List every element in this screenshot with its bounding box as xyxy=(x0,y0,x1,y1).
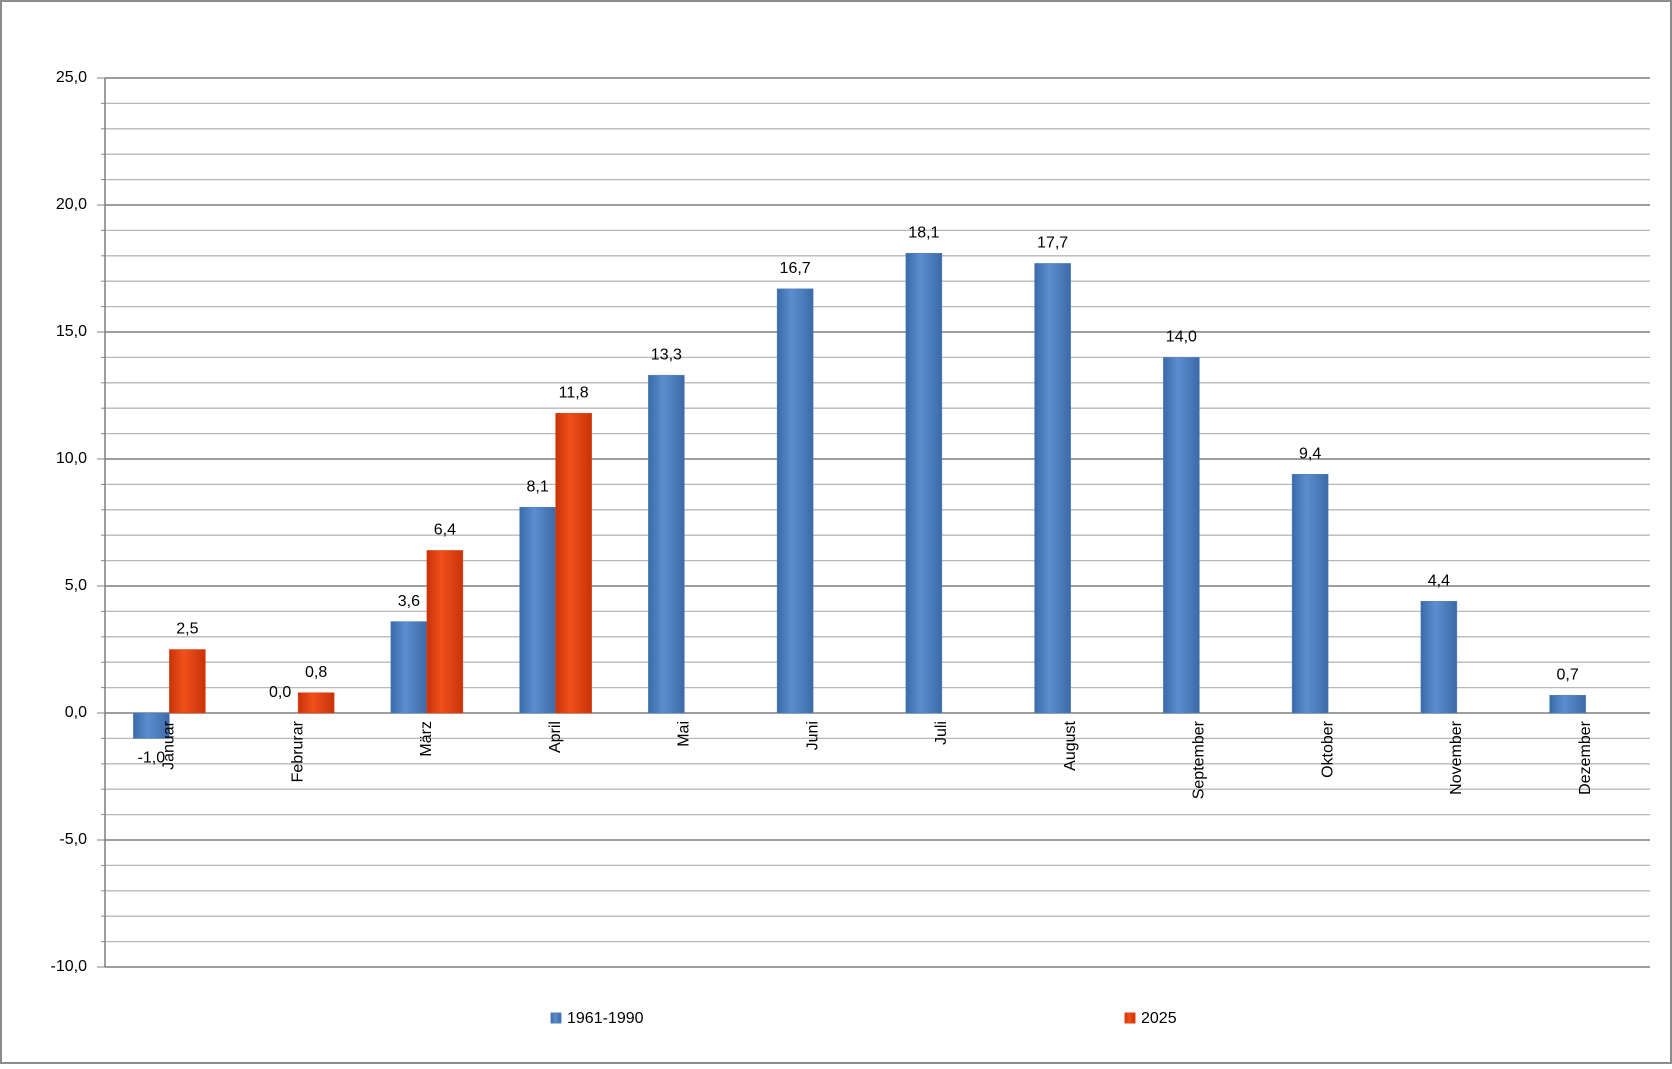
bar xyxy=(519,507,556,714)
value-label: 9,4 xyxy=(1299,445,1321,462)
value-label: 0,0 xyxy=(269,684,291,701)
y-tick-label: 0,0 xyxy=(65,704,87,721)
legend-label: 2025 xyxy=(1141,1010,1177,1027)
bar xyxy=(426,550,464,714)
y-tick-label: 10,0 xyxy=(56,450,87,467)
value-label: 2,5 xyxy=(176,621,198,638)
value-label: 16,7 xyxy=(780,260,811,277)
bar xyxy=(390,621,428,714)
bar xyxy=(169,649,206,714)
x-tick-label: November xyxy=(1448,720,1465,794)
bar xyxy=(1420,600,1458,714)
y-tick-label: 15,0 xyxy=(56,323,87,340)
value-label: 3,6 xyxy=(398,593,420,610)
bar xyxy=(297,692,335,714)
x-tick-label: Juni xyxy=(804,721,821,750)
value-label: 14,0 xyxy=(1166,329,1197,346)
legend-swatch xyxy=(550,1012,562,1024)
value-label: 0,7 xyxy=(1557,666,1579,683)
bar xyxy=(776,288,814,714)
bar xyxy=(905,253,943,714)
y-tick-label: 25,0 xyxy=(56,69,87,86)
x-tick-label: April xyxy=(547,721,564,753)
y-tick-label: -5,0 xyxy=(59,831,87,848)
x-tick-label: Januar xyxy=(161,720,178,770)
bar xyxy=(133,712,170,739)
y-tick-label: -10,0 xyxy=(51,958,88,975)
x-tick-label: Juli xyxy=(933,721,950,745)
y-tick-label: 5,0 xyxy=(65,577,87,594)
value-label: 6,4 xyxy=(434,522,456,539)
x-tick-label: Oktober xyxy=(1319,720,1336,778)
value-label: 0,8 xyxy=(305,664,327,681)
value-label: 13,3 xyxy=(651,346,682,363)
bar xyxy=(648,374,685,714)
value-label: 4,4 xyxy=(1428,572,1450,589)
x-tick-label: Dezember xyxy=(1577,720,1594,794)
bar xyxy=(555,413,592,714)
x-tick-label: Mai xyxy=(676,721,693,747)
x-tick-label: Februrar xyxy=(289,720,306,782)
x-tick-label: August xyxy=(1062,720,1079,770)
bar xyxy=(1163,357,1200,714)
value-label: 11,8 xyxy=(559,384,589,401)
value-label: 8,1 xyxy=(527,478,549,495)
value-label: 17,7 xyxy=(1037,235,1068,252)
bar xyxy=(1034,263,1071,714)
y-tick-label: 20,0 xyxy=(56,196,87,213)
value-label: -1,0 xyxy=(138,750,166,767)
bar xyxy=(1549,694,1586,714)
legend-label: 1961-1990 xyxy=(567,1010,644,1027)
x-tick-label: September xyxy=(1191,720,1208,799)
bar xyxy=(1291,473,1329,714)
value-label: 18,1 xyxy=(908,224,939,241)
legend-swatch xyxy=(1124,1012,1136,1024)
x-tick-label: März xyxy=(418,721,435,757)
